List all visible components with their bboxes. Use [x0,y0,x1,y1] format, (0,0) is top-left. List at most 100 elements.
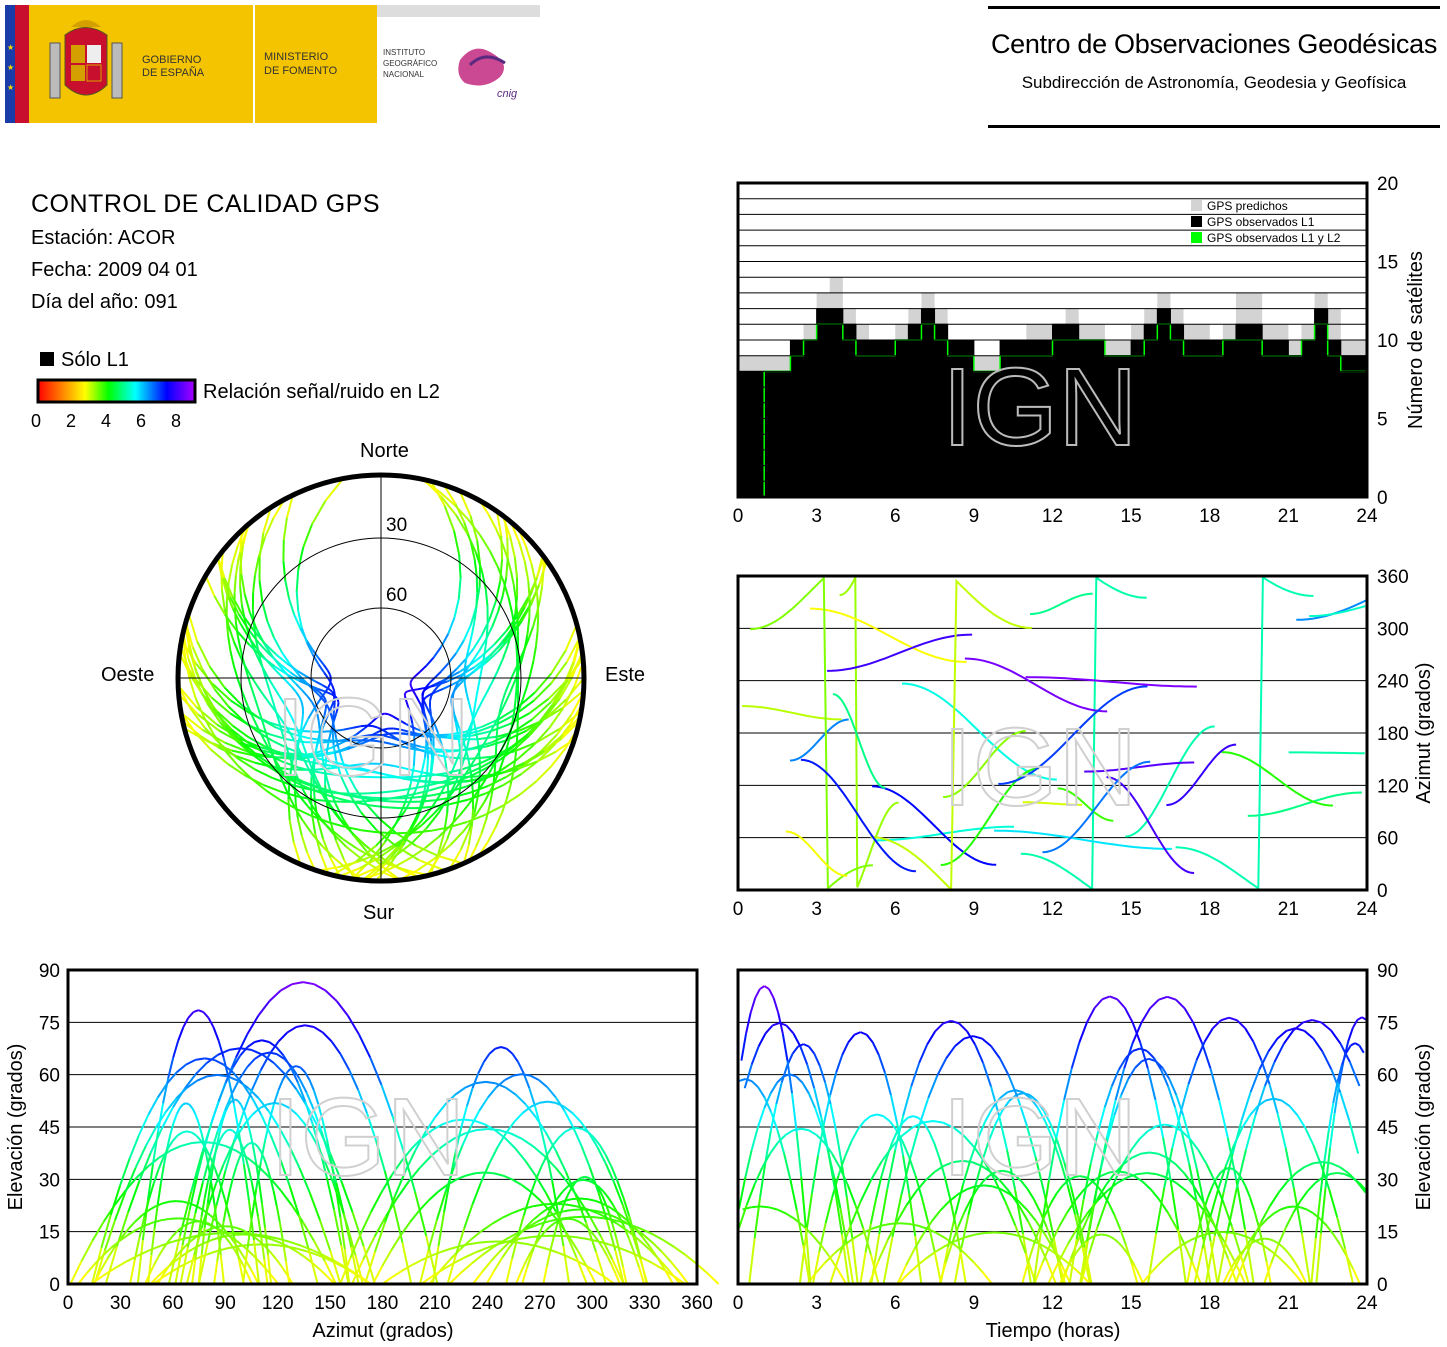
snr-label: Relación señal/ruido en L2 [203,381,440,403]
elevation-segment [300,1244,313,1252]
azimuth-track [789,718,849,762]
elevation-segment [1121,1149,1133,1165]
azimuth-track [1309,605,1366,618]
elevation-segment [1283,1029,1295,1045]
sky-track-segment [332,710,335,721]
elevation-segment [157,1248,164,1258]
elevation-segment [454,1227,466,1256]
sky-track-segment [433,680,442,686]
elevation-segment [544,1213,555,1219]
sky-track-segment [516,597,529,616]
sky-track-segment [436,681,444,688]
sky-track-segment [503,691,512,705]
elevation-segment [1280,1245,1287,1251]
sky-track-segment [454,767,463,783]
elevation-segment [1146,1068,1157,1101]
elevation-segment [902,1086,913,1116]
elevation-segment [914,1175,923,1198]
elevation-segment [446,1254,457,1285]
elevation-segment [185,1059,196,1066]
elevation-segment [171,1134,179,1142]
elevation-segment [276,1053,285,1060]
elevation-segment [515,1273,522,1285]
elevation-segment [190,1151,204,1193]
elevation-segment [475,1171,485,1175]
elevation-segment [539,1199,551,1212]
elevation-segment [244,1246,254,1257]
elevation-segment [1253,1209,1260,1226]
sky-track-segment [538,586,544,601]
y-tick-label: 45 [39,1118,60,1139]
elevation-segment [246,1058,256,1068]
elevation-segment [1096,1190,1109,1202]
elevation-segment [661,1238,675,1248]
sky-track-segment [213,734,227,752]
elevation-segment [824,1197,834,1224]
elevation-segment [801,1082,810,1094]
elevation-segment [545,1251,552,1268]
elevation-segment [785,1129,794,1136]
elevation-segment [1032,1229,1043,1285]
elevation-segment [1014,1174,1022,1182]
sky-track-segment [483,785,494,802]
elevation-segment [610,1166,619,1182]
elevation-segment [232,1071,244,1085]
elevation-segment [495,1046,502,1050]
elevation-segment [1299,1190,1309,1202]
sky-track-segment [210,748,229,765]
sky-track-segment [473,663,483,673]
elevation-segment [1188,1163,1198,1200]
elevation-segment [196,1075,208,1082]
elevation-segment [1181,1133,1191,1165]
sky-track-segment [510,571,515,586]
x-tick-label: 6 [890,899,901,920]
sky-track-segment [567,653,584,681]
elevation-segment [1082,1163,1092,1200]
azimuth-track [1025,676,1197,688]
sky-track-segment [430,794,441,809]
sky-track-segment [454,747,474,753]
sky-track-segment [344,825,362,832]
sky-track-segment [183,654,191,678]
elevation-segment [369,1057,383,1086]
sky-track-segment [473,655,490,668]
elevation-segment [1319,1187,1327,1234]
sky-track-segment [425,705,431,714]
elevation-segment [322,1031,333,1043]
y-tick-label: 20 [1377,174,1398,195]
sky-track-segment [317,663,325,674]
elevation-segment [1248,1196,1256,1211]
elevation-segment [313,1026,324,1034]
sky-track-segment [238,613,250,631]
elevation-segment [1124,1007,1134,1023]
sky-track-segment [473,559,478,577]
elevation-segment [530,1102,540,1108]
elevation-segment [479,1240,489,1244]
elevation-segment [556,1251,567,1257]
sky-track-segment [519,650,526,667]
sky-track-segment [523,635,529,652]
elevation-segment [102,1267,116,1277]
elevation-segment [204,1057,215,1061]
elevation-segment [1321,1021,1332,1032]
elevation-segment [1328,1189,1339,1218]
x-tick-label: 270 [524,1293,556,1314]
elevation-segment [1321,1050,1333,1070]
sky-track-segment [449,798,468,806]
sky-track-segment [468,811,476,832]
elevation-segment [1045,1225,1054,1244]
elevation-segment [831,1153,841,1169]
azimuth-track [943,730,1026,798]
sky-track-segment [434,748,450,752]
sky-track-segment [513,741,538,753]
elevation-segment [580,1145,591,1168]
elevation-segment [566,1188,572,1196]
elevation-segment [463,1118,474,1122]
center-title: Centro de Observaciones Geodésicas [990,29,1438,59]
sky-track-segment [448,821,468,829]
elevation-segment [504,1232,518,1241]
sky-track-segment [311,701,316,709]
sky-track-segment [448,814,461,828]
sky-track-segment [502,793,521,807]
azimuth-track [827,633,973,672]
